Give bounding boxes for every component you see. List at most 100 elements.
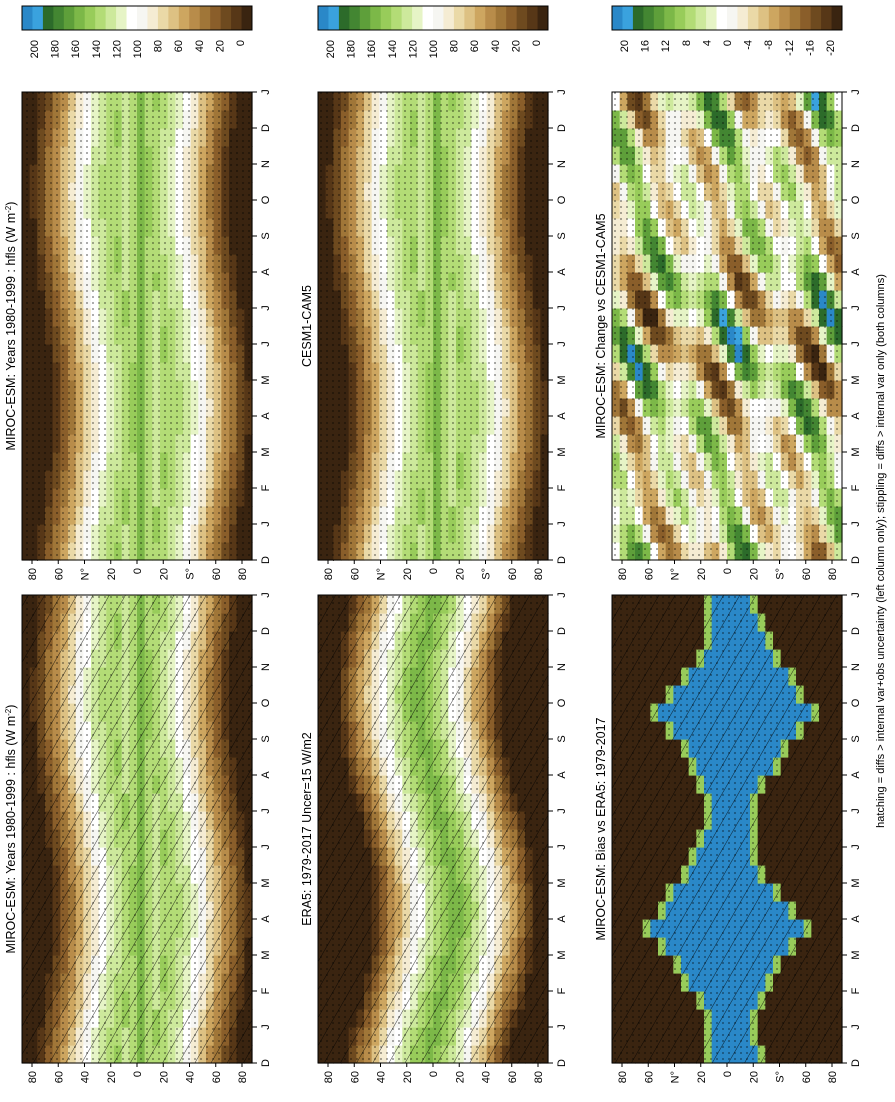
colorbar-swatch [84, 6, 96, 30]
month-tick-label: J [850, 844, 862, 850]
colorbar-tick-label: 120 [407, 40, 419, 58]
month-tick-label: O [850, 698, 862, 707]
month-tick-label: A [850, 771, 862, 779]
month-tick-label: D [260, 556, 272, 564]
lat-tick-label: 20 [454, 1071, 466, 1083]
lat-tick-label: 80 [617, 1071, 629, 1083]
colorbar-swatch [495, 6, 507, 30]
month-tick-label: A [556, 771, 568, 779]
colorbar-swatch [199, 6, 211, 30]
month-tick-label: D [556, 556, 568, 564]
colorbar-tick-label: 180 [50, 40, 62, 58]
month-tick-label: J [556, 1024, 568, 1030]
lat-tick-label: 80 [323, 568, 335, 580]
month-tick-label: J [556, 808, 568, 814]
month-tick-label: J [850, 592, 862, 598]
colorbar-tick-label: 100 [428, 40, 440, 58]
colorbar-frame [317, 5, 549, 31]
colorbar-swatch [95, 6, 107, 30]
colorbar-swatch [443, 6, 455, 30]
colorbar-tick-label: 160 [366, 40, 378, 58]
colorbar-swatch [506, 6, 518, 30]
month-tick-label: M [260, 447, 272, 456]
month-tick-label: A [556, 412, 568, 420]
month-tick-label: D [260, 124, 272, 132]
hatching-overlay [318, 595, 548, 1063]
colorbar-tick-label: 140 [387, 40, 399, 58]
title-superscript: -2 [4, 708, 13, 716]
lat-tick-label: S° [185, 568, 197, 580]
month-tick-label: S [850, 735, 862, 742]
lat-tick-label: 20 [402, 1071, 414, 1083]
colorbar-tick-label: 20 [510, 40, 522, 52]
month-tick-label: D [260, 627, 272, 635]
panel-right-top: MIROC-ESM: Years 1980-1999 : hfls (W m-2… [4, 5, 272, 580]
colorbar-swatch [527, 6, 539, 30]
month-tick-label: F [260, 987, 272, 994]
colorbar-swatch [349, 6, 361, 30]
colorbar-tick-label: 80 [449, 40, 461, 52]
colorbar-tick-label: 200 [29, 40, 41, 58]
month-tick-label: F [556, 987, 568, 994]
hatching-overlay [612, 595, 842, 1063]
colorbar-swatch [22, 6, 33, 30]
month-tick-label: N [556, 663, 568, 671]
stippling-overlay [318, 92, 548, 560]
lat-tick-label: 60 [211, 568, 223, 580]
colorbar-swatch [433, 6, 444, 30]
colorbar-swatch [116, 6, 128, 30]
colorbar-tick-label: 60 [469, 40, 481, 52]
lat-tick-label: 20 [748, 1071, 760, 1083]
colorbar-swatch [42, 6, 54, 30]
colorbar-tick-label: 100 [132, 40, 144, 58]
colorbar-swatch [32, 6, 44, 30]
lat-tick-label: 20 [158, 568, 170, 580]
lat-tick-label: N° [80, 568, 92, 580]
lat-tick-label: 80 [27, 1071, 39, 1083]
month-tick-label: D [556, 1059, 568, 1067]
colorbar-swatch [370, 6, 382, 30]
lat-tick-label: N° [670, 1071, 682, 1083]
lat-tick-label: 40 [481, 1071, 493, 1083]
month-tick-label: F [260, 484, 272, 491]
month-tick-label: A [260, 412, 272, 420]
lat-tick-label: 20 [106, 568, 118, 580]
month-tick-label: J [556, 305, 568, 311]
lat-tick-label: 0 [132, 1071, 144, 1077]
colorbar-swatch [231, 6, 243, 30]
colorbar-swatch [147, 6, 159, 30]
month-tick-label: J [556, 592, 568, 598]
month-tick-label: D [556, 124, 568, 132]
lat-tick-label: 40 [80, 1071, 92, 1083]
colorbar-swatch [137, 6, 148, 30]
colorbar-swatch [359, 6, 371, 30]
colorbar-swatch [485, 6, 497, 30]
month-tick-label: J [260, 808, 272, 814]
month-tick-label: S [260, 735, 272, 742]
month-tick-label: J [556, 521, 568, 527]
colorbar-frame [21, 5, 253, 31]
colorbar-swatch [401, 6, 413, 30]
lat-tick-label: 60 [349, 1071, 361, 1083]
colorbar-tick-label: 180 [346, 40, 358, 58]
month-tick-label: J [850, 1024, 862, 1030]
lat-tick-label: 0 [722, 1071, 734, 1077]
lat-tick-label: 40 [376, 1071, 388, 1083]
month-tick-label: A [260, 268, 272, 276]
colorbar-swatch [412, 6, 424, 30]
colorbar-swatch [126, 6, 138, 30]
lat-tick-label: 0 [132, 568, 144, 574]
month-tick-label: J [260, 1024, 272, 1030]
lat-tick-label: 60 [211, 1071, 223, 1083]
title-end: ) [4, 705, 18, 709]
month-tick-label: J [260, 341, 272, 347]
month-tick-label: O [260, 698, 272, 707]
colorbar-swatch [464, 6, 476, 30]
title-end: ) [4, 202, 18, 206]
panel-left-bottom: MIROC-ESM: Bias vs ERA5: 1979-2017DJFMAM… [594, 508, 862, 1083]
colorbar-swatch [210, 6, 222, 30]
panel-title: MIROC-ESM: Bias vs ERA5: 1979-2017 [594, 717, 608, 940]
month-tick-label: J [260, 89, 272, 95]
lat-tick-label: 80 [237, 568, 249, 580]
